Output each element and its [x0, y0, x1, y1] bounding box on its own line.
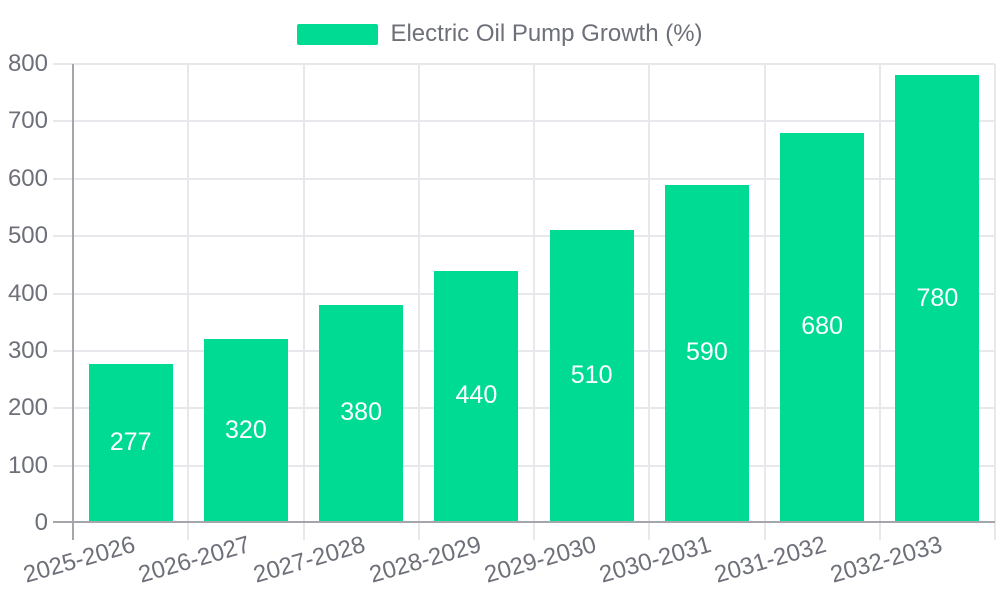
bar-value-label: 590: [686, 338, 728, 367]
bar-2029-2030[interactable]: 510: [549, 230, 634, 521]
gridline-vertical: [878, 64, 881, 540]
gridline-horizontal: [53, 235, 995, 238]
gridline-horizontal: [53, 177, 995, 180]
bar-2028-2029[interactable]: 440: [434, 270, 519, 521]
plot-area: 277 320 380 440 510 590 680 780: [53, 63, 996, 540]
gridline-horizontal: [53, 120, 995, 123]
gridline-vertical: [302, 64, 305, 540]
bar-2027-2028[interactable]: 380: [319, 304, 404, 521]
gridline-horizontal: [53, 349, 995, 352]
x-tick-label: 2025-2026: [20, 531, 139, 589]
bar-2032-2033[interactable]: 780: [895, 75, 980, 521]
y-tick-label: 700: [7, 107, 48, 135]
bar-2031-2032[interactable]: 680: [780, 132, 865, 521]
y-tick-label: 500: [7, 222, 48, 250]
legend-swatch-icon: [297, 23, 379, 45]
bar-2026-2027[interactable]: 320: [203, 339, 288, 521]
bar-value-label: 780: [916, 283, 959, 312]
y-axis-line: [72, 64, 74, 540]
x-tick-label: 2026-2027: [135, 531, 254, 589]
y-tick-label: 100: [7, 451, 48, 479]
gridline-horizontal: [53, 464, 995, 467]
gridline-vertical: [648, 64, 651, 540]
gridline-vertical: [533, 64, 535, 540]
gridline-horizontal: [53, 292, 995, 295]
bar-value-label: 277: [109, 428, 152, 457]
bar-value-label: 510: [570, 361, 613, 390]
y-tick-label: 800: [7, 50, 48, 77]
y-tick-label: 0: [34, 509, 48, 536]
legend[interactable]: Electric Oil Pump Growth (%): [0, 20, 1000, 48]
x-tick-label: 2032-2033: [827, 531, 945, 589]
y-tick-label: 300: [7, 336, 48, 364]
bar-2030-2031[interactable]: 590: [664, 184, 749, 521]
legend-label: Electric Oil Pump Growth (%): [390, 20, 703, 47]
x-tick-label: 2028-2029: [366, 531, 484, 589]
gridline-vertical: [417, 64, 420, 540]
x-tick-label: 2029-2030: [481, 531, 600, 589]
gridline-horizontal: [53, 63, 995, 65]
x-tick-label: 2027-2028: [250, 531, 369, 589]
y-tick-label: 400: [7, 279, 48, 307]
bar-2025-2026[interactable]: 277: [88, 364, 173, 521]
gridline-horizontal: [53, 407, 995, 410]
x-tick-label: 2031-2032: [711, 531, 830, 589]
x-axis-line: [53, 521, 995, 523]
gridline-vertical: [763, 64, 766, 540]
gridline-vertical: [994, 64, 996, 540]
bar-value-label: 680: [801, 312, 843, 341]
x-tick-label: 2030-2031: [596, 531, 715, 589]
bar-value-label: 440: [455, 381, 498, 410]
y-tick-label: 200: [7, 394, 48, 422]
bar-value-label: 380: [340, 398, 382, 427]
bar-value-label: 320: [225, 415, 267, 444]
y-tick-label: 600: [7, 164, 48, 192]
gridline-vertical: [187, 64, 190, 540]
